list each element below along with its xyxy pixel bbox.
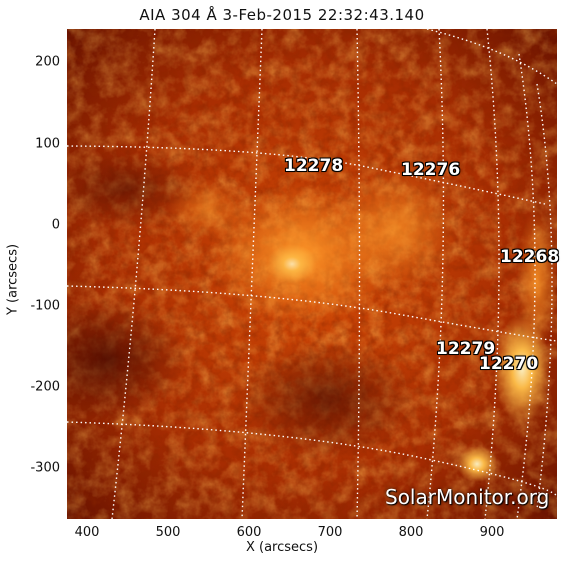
y-tick-label: -300 — [30, 460, 60, 476]
y-tick-label: -100 — [30, 298, 60, 314]
y-tick-label: -200 — [30, 379, 60, 395]
x-tick-label: 800 — [398, 525, 424, 540]
x-axis-label: X (arcsecs) — [245, 540, 319, 555]
x-tick-label: 500 — [155, 525, 181, 540]
solar-image-frame: 12278 12276 12268 12279 12270 — [67, 29, 560, 519]
y-tick-label: 0 — [51, 217, 60, 233]
x-tick-label: 600 — [236, 525, 262, 540]
active-region-label: 12268 — [500, 247, 560, 267]
y-tick-label: 100 — [35, 136, 60, 152]
active-region-label: 12276 — [401, 160, 461, 180]
active-region-label: 12278 — [284, 156, 344, 176]
x-tick-label: 400 — [74, 525, 100, 540]
x-tick-label: 900 — [479, 525, 505, 540]
active-region-label: 12279 — [436, 339, 496, 359]
y-axis-label: Y (arcsecs) — [5, 243, 21, 316]
watermark-logo: SolarMonitor.org — [385, 485, 550, 509]
solar-surface — [67, 29, 557, 519]
image-title: AIA 304 Å 3-Feb-2015 22:32:43.140 — [139, 6, 425, 24]
y-tick-label: 200 — [35, 54, 60, 70]
active-region-label: 12270 — [479, 354, 539, 374]
coordinate-grid — [67, 29, 557, 519]
x-tick-label: 700 — [317, 525, 343, 540]
